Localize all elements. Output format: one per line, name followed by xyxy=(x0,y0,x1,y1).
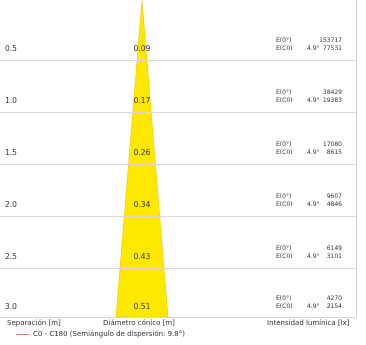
e0-label: E(0°) xyxy=(276,193,292,200)
illuminance-labels: E(0°) E(C0) xyxy=(276,193,292,209)
ec0-value: 77531 xyxy=(322,45,342,52)
row-divider xyxy=(0,60,357,61)
e0-label: E(0°) xyxy=(276,245,292,252)
illuminance-values: 38429 19383 xyxy=(323,89,342,105)
ec0-value: 8615 xyxy=(326,149,342,156)
e0-label: E(0°) xyxy=(276,141,292,148)
legend-text: C0 - C180 (Semiángulo de dispersión: 9.8… xyxy=(33,330,185,338)
ec0-label: E(C0) xyxy=(276,201,293,208)
row-divider xyxy=(0,164,357,165)
separation-value: 1.5 xyxy=(5,148,17,157)
ec0-label: E(C0) xyxy=(276,149,293,156)
ec0-label: E(C0) xyxy=(276,97,293,104)
angle-value: 4.9° xyxy=(307,253,320,260)
e0-label: E(0°) xyxy=(276,295,292,302)
e0-value: 6149 xyxy=(326,245,342,252)
angle-value: 4.9° xyxy=(307,201,320,208)
separation-value: 0.5 xyxy=(5,44,17,53)
angle-value: 4.9° xyxy=(307,97,320,104)
row-divider xyxy=(0,216,357,217)
angle-value: 4.9° xyxy=(307,149,320,156)
separation-value: 2.0 xyxy=(5,200,17,209)
ec0-value: 2154 xyxy=(326,303,342,310)
illuminance-values: 4270 2154 xyxy=(327,295,342,311)
ec0-value: 19383 xyxy=(322,97,342,104)
e0-value: 4270 xyxy=(326,295,342,302)
beam-diagram-frame: 0.5 0.09 E(0°) E(C0) 4.9° 153717 77531 1… xyxy=(0,0,357,318)
e0-label: E(0°) xyxy=(276,37,292,44)
angle-value: 4.9° xyxy=(307,303,320,310)
diameter-value: 0.34 xyxy=(133,200,151,209)
illuminance-labels: E(0°) E(C0) xyxy=(276,89,292,105)
row-divider xyxy=(0,268,357,269)
legend: C0 - C180 (Semiángulo de dispersión: 9.8… xyxy=(16,330,185,338)
diameter-value: 0.26 xyxy=(133,148,151,157)
separation-value: 2.5 xyxy=(5,252,17,261)
separation-axis-label: Separación [m] xyxy=(7,319,61,327)
ec0-label: E(C0) xyxy=(276,253,293,260)
diameter-value: 0.43 xyxy=(133,252,151,261)
row-divider xyxy=(0,317,357,318)
e0-value: 38429 xyxy=(322,89,342,96)
diameter-value: 0.17 xyxy=(133,96,151,105)
row-divider xyxy=(0,112,357,113)
diameter-value: 0.51 xyxy=(133,302,151,311)
illuminance-values: 153717 77531 xyxy=(319,37,342,53)
illuminance-labels: E(0°) E(C0) xyxy=(276,245,292,261)
e0-value: 17080 xyxy=(322,141,342,148)
ec0-label: E(C0) xyxy=(276,45,293,52)
illuminance-labels: E(0°) E(C0) xyxy=(276,141,292,157)
diameter-value: 0.09 xyxy=(133,44,151,53)
intensity-axis-label: Intensidad lumínica [lx] xyxy=(267,319,350,327)
diameter-axis-label: Diámetro cónico [m] xyxy=(103,319,175,327)
separation-value: 1.0 xyxy=(5,96,17,105)
ec0-value: 3101 xyxy=(326,253,342,260)
separation-value: 3.0 xyxy=(5,302,17,311)
illuminance-values: 6149 3101 xyxy=(327,245,342,261)
e0-value: 9607 xyxy=(326,193,342,200)
legend-line-swatch xyxy=(16,333,29,335)
angle-value: 4.9° xyxy=(307,45,320,52)
ec0-value: 4846 xyxy=(326,201,342,208)
e0-label: E(0°) xyxy=(276,89,292,96)
illuminance-values: 9607 4846 xyxy=(327,193,342,209)
ec0-label: E(C0) xyxy=(276,303,293,310)
illuminance-labels: E(0°) E(C0) xyxy=(276,295,292,311)
illuminance-labels: E(0°) E(C0) xyxy=(276,37,292,53)
e0-value: 153717 xyxy=(319,37,342,44)
light-cone xyxy=(115,0,169,318)
illuminance-values: 17080 8615 xyxy=(323,141,342,157)
